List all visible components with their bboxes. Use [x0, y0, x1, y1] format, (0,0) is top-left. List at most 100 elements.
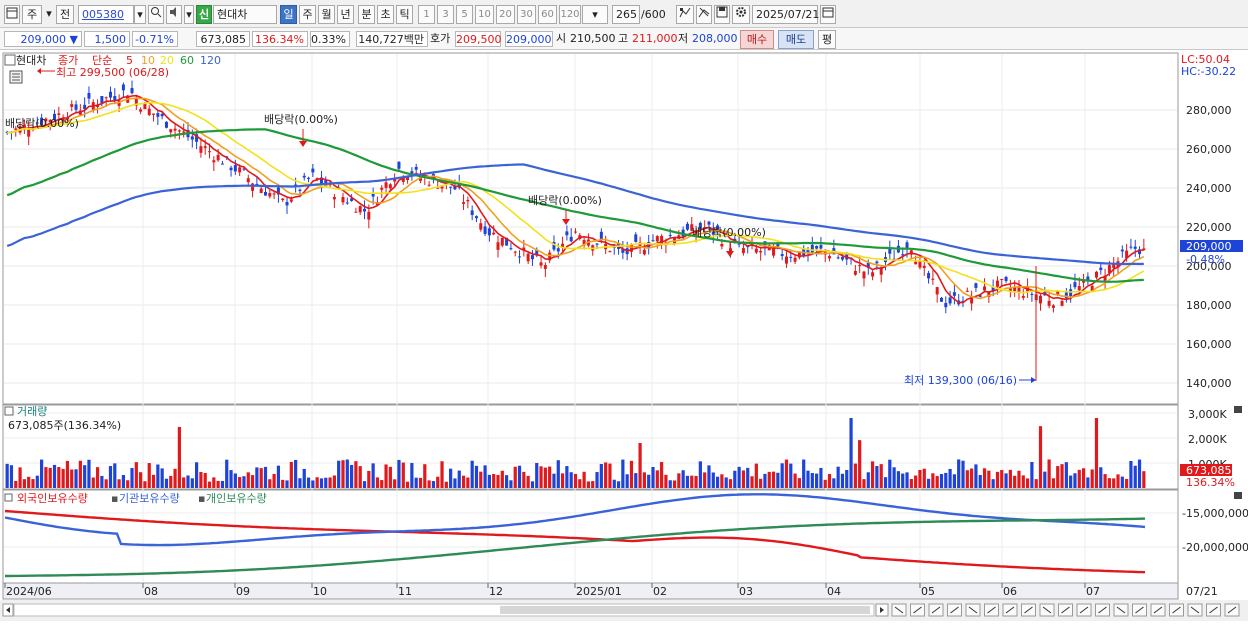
volume-bar: [1069, 475, 1073, 488]
candle-body: [492, 232, 496, 235]
candle-body: [281, 198, 285, 201]
volume-bar: [733, 470, 737, 488]
candle-body: [332, 197, 336, 200]
buy-button[interactable]: 매수: [740, 30, 774, 49]
candle-body: [298, 189, 302, 192]
zoom-out-icon: [965, 603, 981, 617]
candle-body: [1129, 246, 1133, 248]
candle-body: [828, 256, 832, 259]
volume-bar: [1090, 469, 1094, 488]
code-dropdown-icon[interactable]: ▾: [134, 5, 146, 24]
candle-body: [466, 199, 470, 202]
candle-body: [74, 104, 78, 110]
tab-week[interactable]: 주: [299, 5, 316, 24]
volume-bar: [35, 475, 39, 488]
candle-body: [380, 187, 384, 190]
interval-dropdown[interactable]: ▾: [582, 5, 608, 24]
volume-bar: [883, 477, 888, 488]
x-label: 2025/01: [576, 585, 622, 598]
candle-body: [875, 261, 879, 264]
layout-icon[interactable]: [4, 5, 20, 24]
volume-field: 673,085: [196, 31, 250, 47]
investor-lines: [4, 493, 1146, 578]
price-tick: 140,000: [1186, 377, 1232, 390]
candle-body: [164, 121, 168, 128]
scrollbar-thumb: [500, 606, 870, 614]
volume-bar: [431, 481, 436, 488]
draw-tool-icon[interactable]: [696, 5, 712, 24]
candle-body: [970, 295, 974, 304]
legend-ma120: 120: [200, 54, 221, 67]
stock-name-field[interactable]: 현대차: [213, 5, 277, 24]
candle-body: [1017, 286, 1021, 293]
tab-day[interactable]: 일: [280, 5, 297, 24]
volume-bar: [52, 464, 57, 488]
price-panel-frame: [2, 52, 1179, 405]
candle-body: [242, 168, 246, 170]
minute-30[interactable]: 30: [517, 5, 536, 24]
tab-tick[interactable]: 틱: [396, 5, 413, 24]
sell-button[interactable]: 매도: [778, 30, 814, 49]
legend-close: 종가: [58, 54, 78, 67]
volume-bar: [177, 426, 181, 488]
candle-body: [199, 146, 203, 153]
volume-bar: [371, 463, 375, 488]
speaker-icon[interactable]: [166, 5, 182, 24]
indicator-icon[interactable]: [676, 5, 694, 24]
tool-c-icon: [1039, 603, 1055, 617]
dropdown-arrow-icon[interactable]: ▾: [46, 7, 52, 20]
date-field[interactable]: 2025/07/21: [752, 5, 819, 24]
stock-code-input[interactable]: 005380: [78, 5, 134, 24]
candle-body: [901, 254, 905, 256]
prev-button[interactable]: 전: [56, 5, 74, 24]
candle-body: [879, 267, 883, 275]
candle-body: [737, 243, 741, 245]
minute-3[interactable]: 3: [437, 5, 454, 24]
minute-10[interactable]: 10: [475, 5, 494, 24]
candle-body: [263, 191, 267, 196]
x-label: 02: [653, 585, 667, 598]
volume-bar: [319, 478, 324, 488]
period-main-select[interactable]: 주: [22, 5, 42, 24]
candle-body: [539, 262, 543, 266]
candle-body: [259, 188, 263, 193]
minute-5[interactable]: 5: [456, 5, 473, 24]
minute-1[interactable]: 1: [418, 5, 435, 24]
volume-bar: [888, 459, 892, 488]
volume-bar: [759, 478, 763, 488]
price-tick: 240,000: [1186, 182, 1232, 195]
search-icon[interactable]: [148, 5, 164, 24]
volume-bar: [401, 462, 405, 488]
minute-20[interactable]: 20: [496, 5, 515, 24]
candle-body: [1086, 276, 1090, 281]
volume-bar: [1086, 477, 1090, 488]
tab-second[interactable]: 초: [377, 5, 394, 24]
save-icon[interactable]: [714, 5, 730, 24]
stock-chart[interactable]: 현대차 종가 단순 5 10 20 60 120 LC:50.04 HC:-30…: [0, 51, 1248, 621]
volume-bar: [1081, 468, 1086, 488]
tab-month[interactable]: 월: [318, 5, 335, 24]
eval-button[interactable]: 평: [818, 30, 836, 49]
candle-body: [509, 248, 513, 250]
count-input[interactable]: 265: [612, 5, 640, 24]
tool-e-icon: [1076, 603, 1092, 617]
speaker-dropdown-icon[interactable]: ▾: [184, 5, 194, 24]
tab-minute[interactable]: 분: [358, 5, 375, 24]
candle-body: [754, 248, 758, 253]
minute-60[interactable]: 60: [538, 5, 557, 24]
volume-bar: [362, 481, 367, 488]
minute-120[interactable]: 120: [559, 5, 581, 24]
candle-body: [384, 182, 388, 188]
volume-bar: [694, 475, 698, 488]
candle-body: [530, 255, 534, 260]
ma60-line: [6, 128, 1144, 283]
tab-year[interactable]: 년: [337, 5, 354, 24]
candle-body: [871, 272, 875, 277]
calendar-icon[interactable]: [820, 5, 836, 24]
candle-body: [806, 249, 810, 253]
x-label: 05: [921, 585, 935, 598]
ma5-line: [7, 94, 1144, 304]
gear-icon[interactable]: [732, 5, 750, 24]
chart-area[interactable]: 현대차 종가 단순 5 10 20 60 120 LC:50.04 HC:-30…: [0, 51, 1248, 621]
volume-bar: [896, 471, 901, 488]
